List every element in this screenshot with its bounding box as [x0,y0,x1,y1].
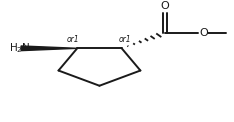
Text: O: O [161,1,169,11]
Text: or1: or1 [67,35,79,44]
Text: or1: or1 [118,35,131,44]
Text: $\mathregular{H_2N}$: $\mathregular{H_2N}$ [9,41,31,55]
Text: O: O [199,28,208,38]
Polygon shape [21,46,77,51]
